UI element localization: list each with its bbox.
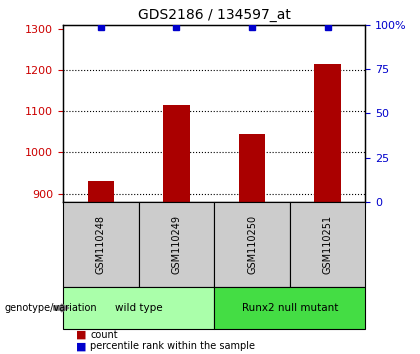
- Bar: [88, 181, 114, 202]
- Text: percentile rank within the sample: percentile rank within the sample: [90, 341, 255, 351]
- Bar: [239, 134, 265, 202]
- Text: GSM110250: GSM110250: [247, 215, 257, 274]
- Bar: [314, 64, 341, 202]
- Text: genotype/variation: genotype/variation: [4, 303, 97, 313]
- Title: GDS2186 / 134597_at: GDS2186 / 134597_at: [138, 8, 291, 22]
- Text: GSM110249: GSM110249: [171, 215, 181, 274]
- Text: count: count: [90, 330, 118, 339]
- Text: GSM110251: GSM110251: [323, 215, 333, 274]
- Bar: [163, 105, 190, 202]
- Text: ■: ■: [76, 341, 86, 351]
- Text: Runx2 null mutant: Runx2 null mutant: [241, 303, 338, 313]
- Text: GSM110248: GSM110248: [96, 215, 106, 274]
- Text: ■: ■: [76, 330, 86, 339]
- Text: wild type: wild type: [115, 303, 163, 313]
